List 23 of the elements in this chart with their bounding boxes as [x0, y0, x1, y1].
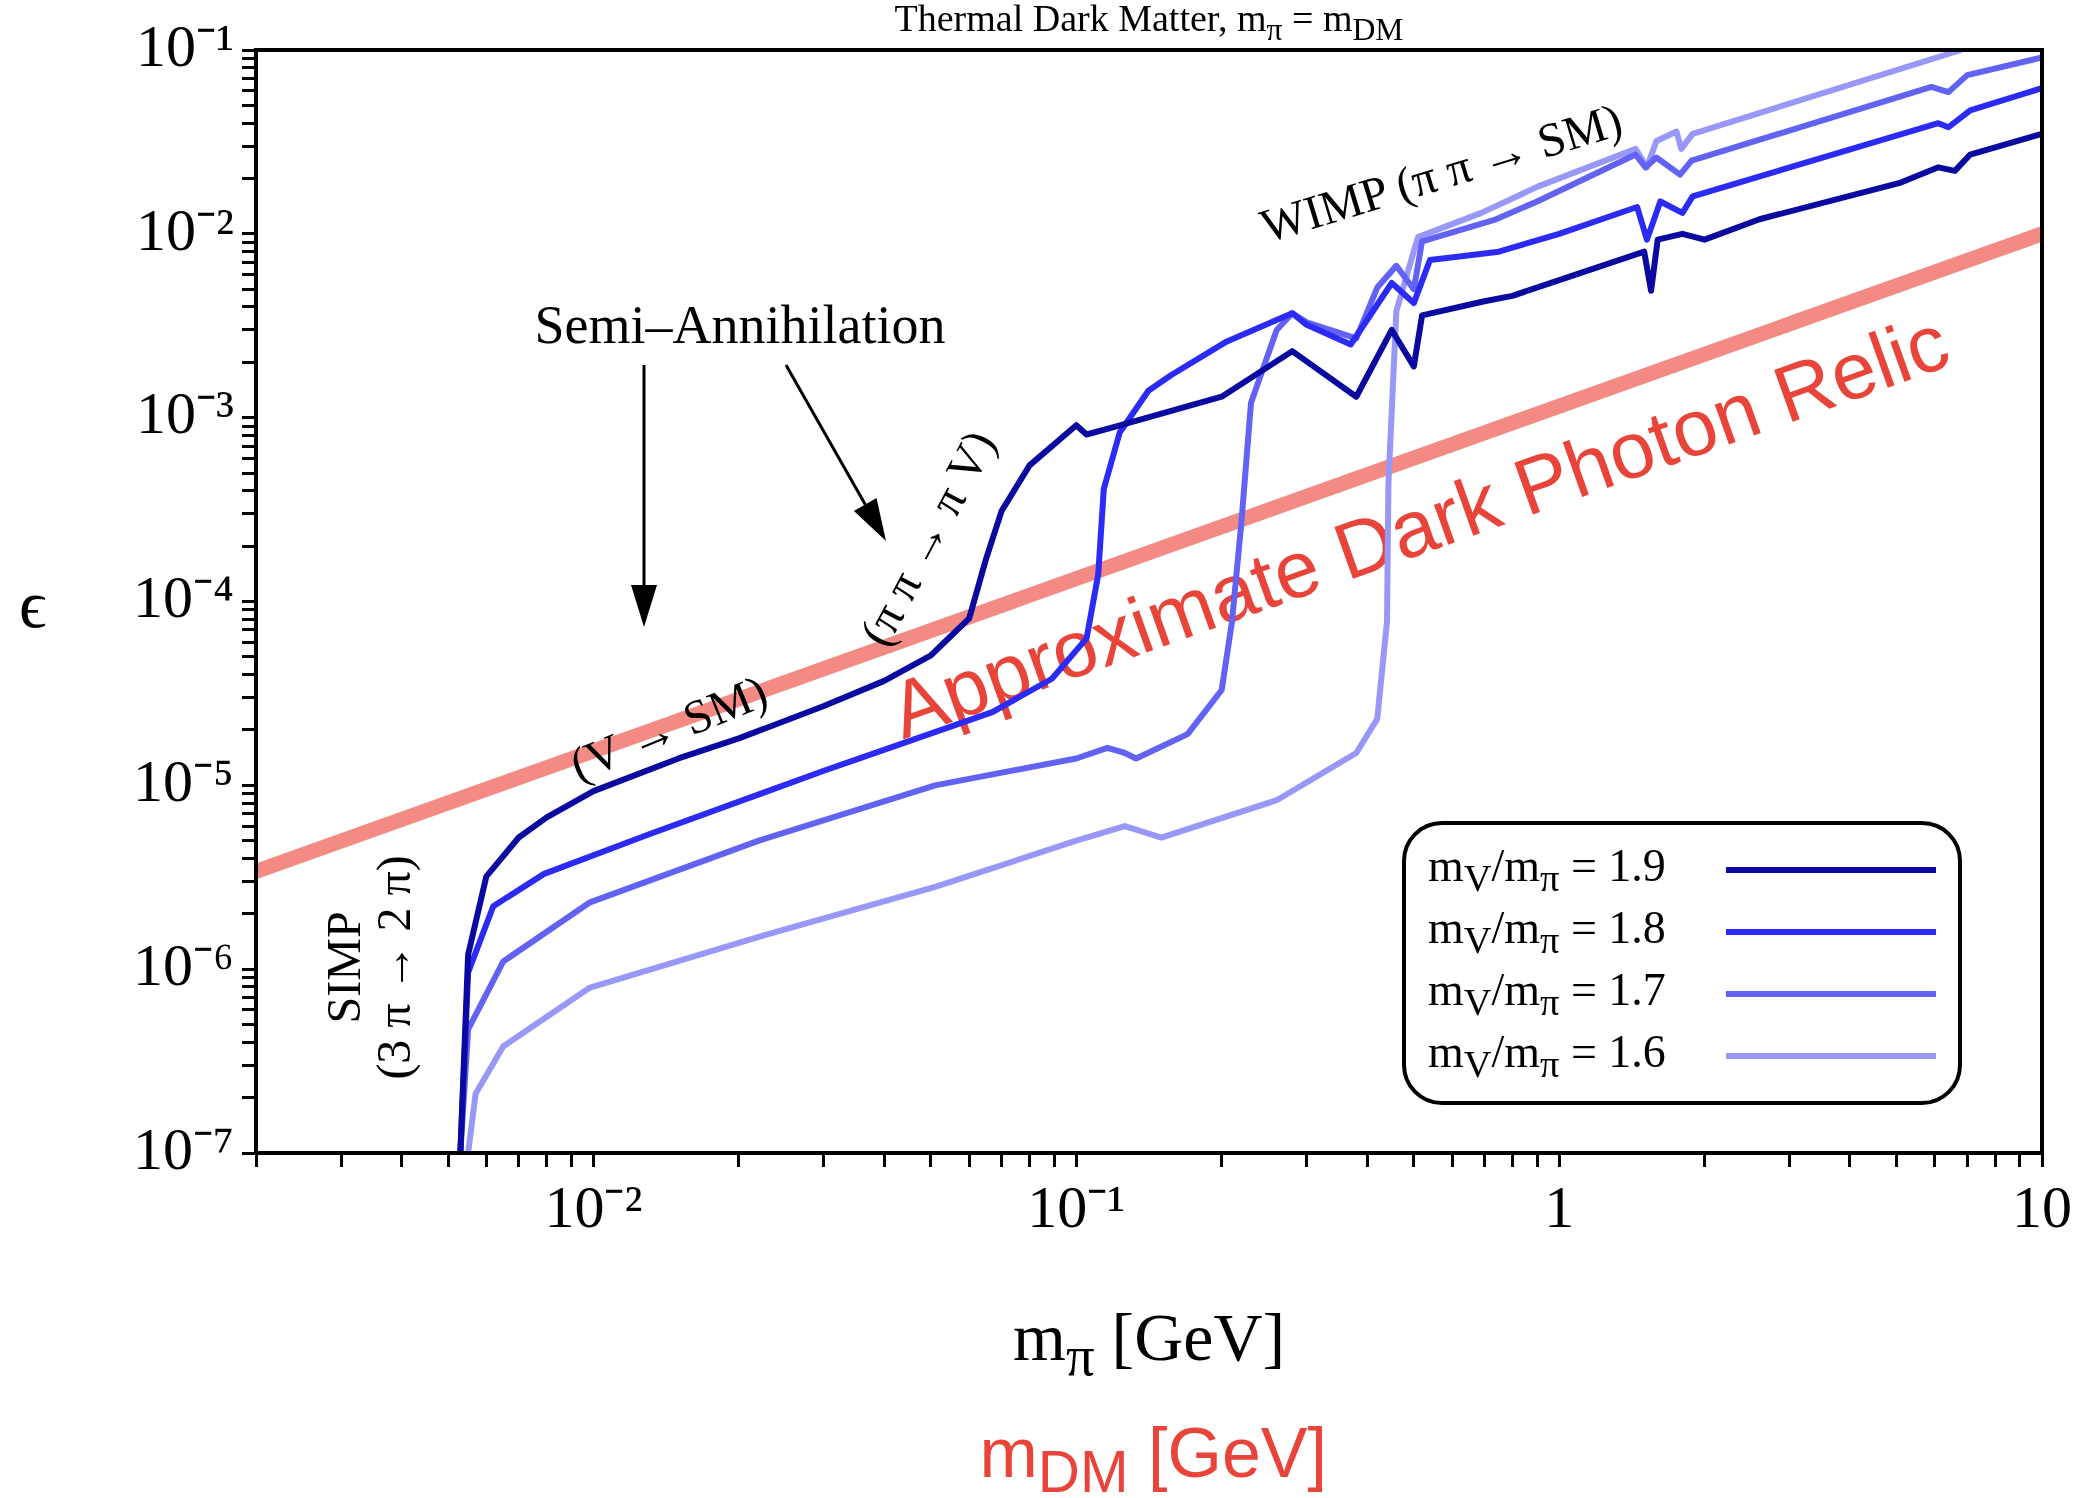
y-tick-label: 10⁻² [136, 196, 234, 263]
x-tick-label: 1 [1544, 1173, 1575, 1240]
x-tick-label: 10 [2012, 1173, 2072, 1240]
y-tick-label: 10⁻⁷ [133, 1115, 234, 1182]
text: m$_{DM}$ [GeV] [979, 1413, 1327, 1498]
annotation: (V → SM) [561, 664, 774, 791]
y-tick-label: 10⁻⁶ [133, 931, 234, 998]
y-tick-label: 10⁻⁴ [133, 564, 234, 631]
legend-label: m$_{V}$/m$_{π}$ = 1.9 [1428, 839, 1666, 901]
x-tick-label: 10⁻¹ [1027, 1173, 1126, 1240]
x-axis-title: m$_{π}$ [GeV] [1013, 1299, 1286, 1387]
x-tick-label: 10⁻² [544, 1173, 643, 1240]
y-tick-label: 10⁻⁵ [133, 748, 234, 815]
annotation: SIMP (3 π → 2 π) [316, 854, 421, 1080]
annotation: WIMP (π π → SM) [1253, 92, 1628, 253]
annotation: Semi–Annihilation [534, 294, 946, 355]
legend-label: m$_{V}$/m$_{π}$ = 1.8 [1428, 901, 1666, 963]
y-tick-label: 10⁻³ [136, 380, 234, 447]
y-axis-title: ϵ [19, 565, 47, 642]
legend-label: m$_{V}$/m$_{π}$ = 1.7 [1428, 963, 1666, 1025]
chart-title: Thermal Dark Matter, m$_{π}$ = m$_{DM}$ [894, 0, 1404, 47]
legend-label: m$_{V}$/m$_{π}$ = 1.6 [1428, 1025, 1666, 1087]
y-tick-label: 10⁻¹ [136, 12, 234, 79]
